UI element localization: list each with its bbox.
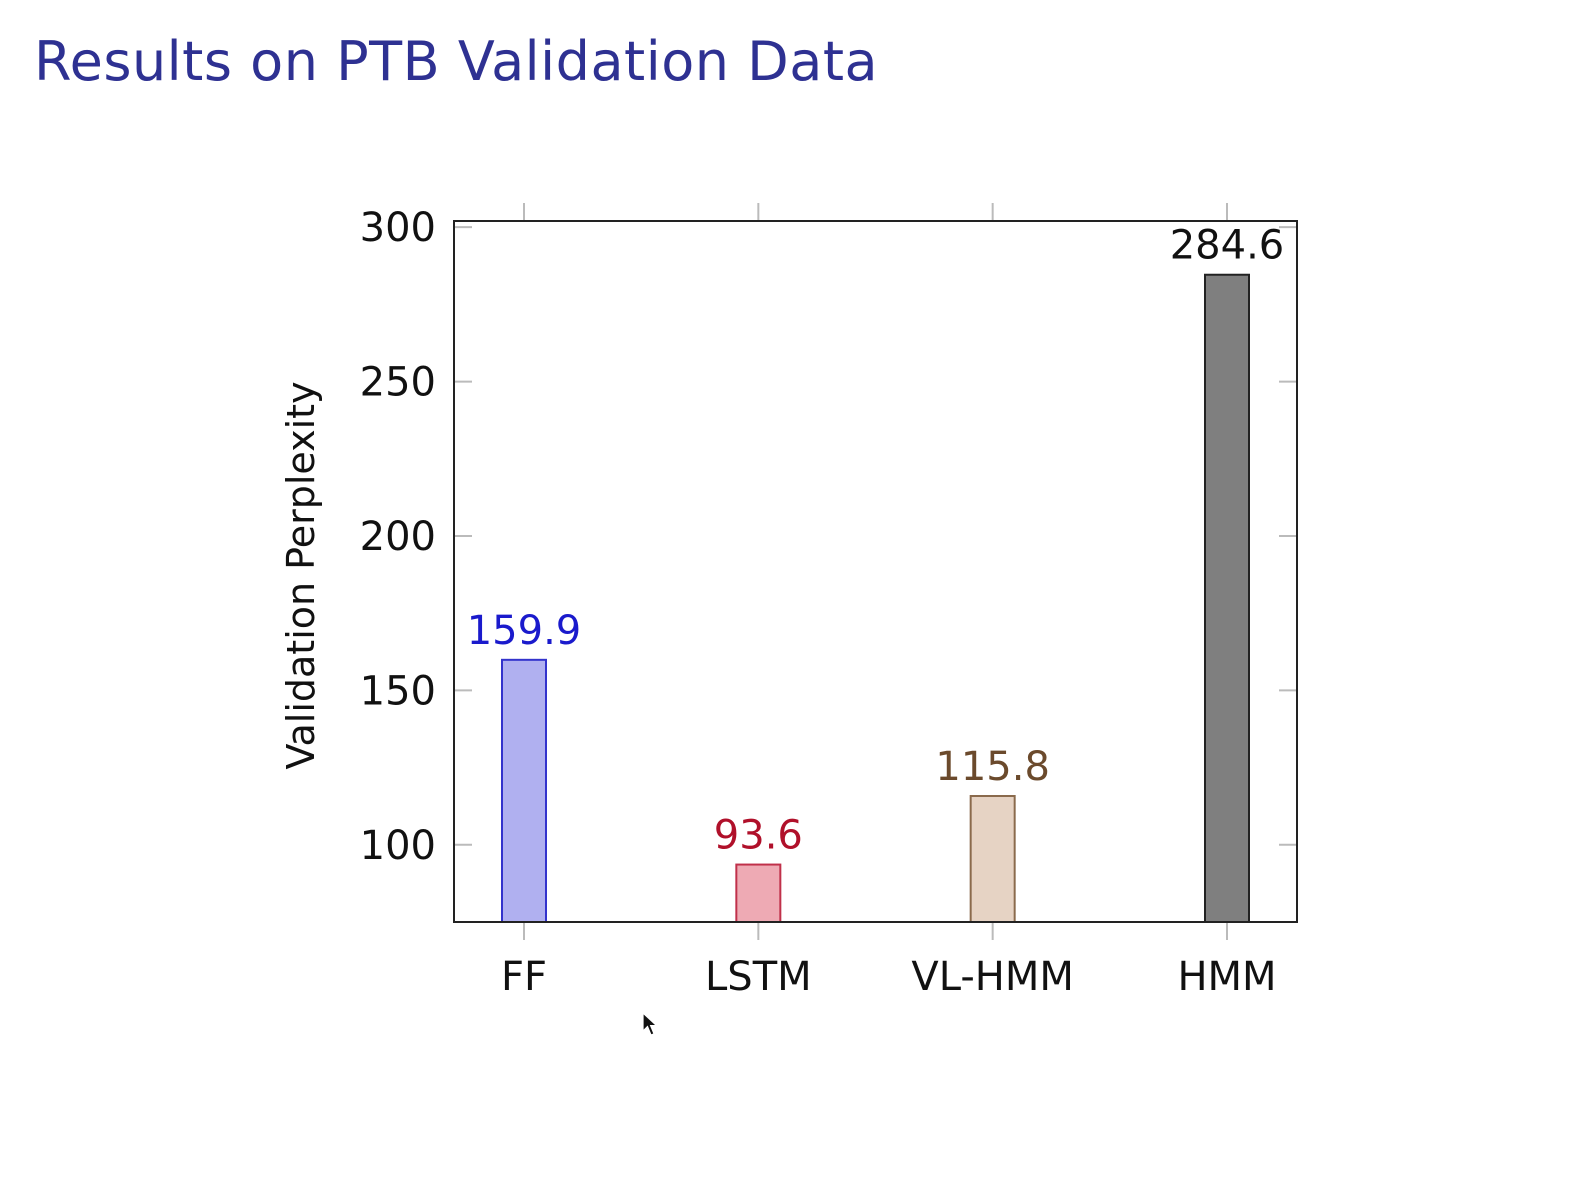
bar-lstm (735, 863, 782, 923)
data-label-hmm: 284.6 (1170, 223, 1285, 269)
y-tick-label: 150 (360, 668, 436, 714)
bar-ff (501, 658, 547, 923)
x-tick-label-vl-hmm: VL-HMM (911, 954, 1073, 1000)
labels: 100 150 200 250 300 159.9 FF 93.6 LSTM 115.8 VL-HM… (360, 205, 1285, 1000)
y-tick-label: 300 (360, 205, 436, 251)
x-tick-label-ff: FF (501, 954, 547, 1000)
data-label-vl-hmm: 115.8 (935, 744, 1050, 790)
x-tick-label-lstm: LSTM (705, 954, 812, 1000)
bars (501, 273, 1250, 924)
data-label-lstm: 93.6 (714, 813, 803, 859)
bar-hmm (1204, 273, 1250, 923)
y-tick-label: 250 (360, 360, 436, 406)
plot-frame (453, 220, 1298, 923)
slide-title: Results on PTB Validation Data (34, 30, 879, 93)
mouse-cursor-icon (642, 1012, 658, 1036)
y-tick-label: 100 (360, 823, 436, 869)
data-label-ff: 159.9 (467, 608, 582, 654)
x-tick-label-hmm: HMM (1177, 954, 1276, 1000)
bar-vl-hmm (969, 795, 1016, 924)
y-axis-title: Validation Perplexity (279, 381, 323, 769)
y-tick-label: 200 (360, 514, 436, 560)
axis-ticks (454, 203, 1297, 940)
